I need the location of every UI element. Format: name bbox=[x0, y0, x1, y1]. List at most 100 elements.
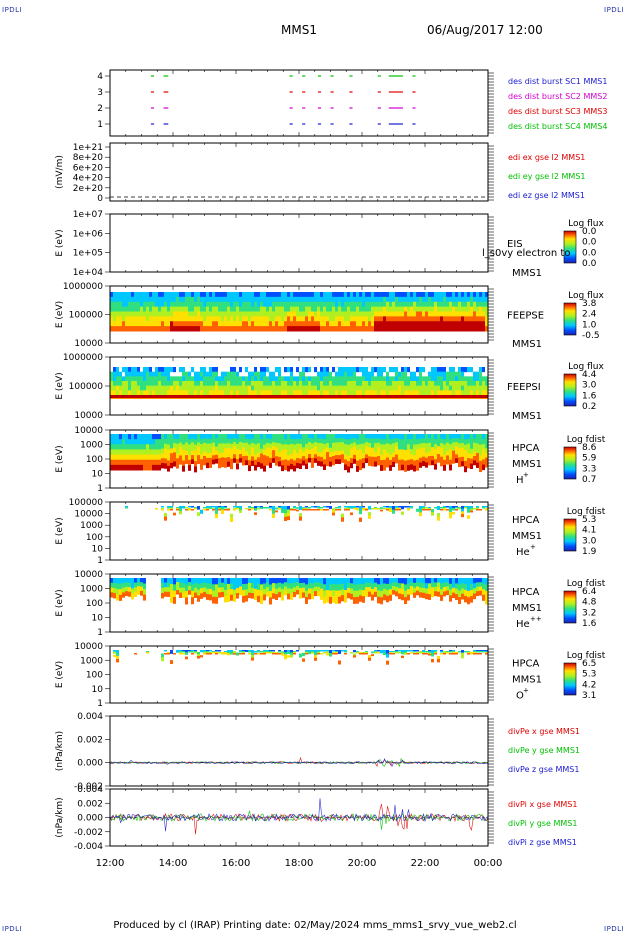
spectrogram-cell bbox=[380, 390, 383, 396]
spectrogram-cell bbox=[410, 506, 413, 508]
spectrogram-cell bbox=[227, 457, 230, 463]
spectrogram-cell bbox=[164, 463, 167, 469]
spectrogram-cell bbox=[128, 371, 131, 377]
legend-entry: des dist burst SC4 MMS4 bbox=[508, 122, 607, 131]
spectrogram-cell bbox=[161, 508, 164, 510]
spectrogram-cell bbox=[191, 584, 194, 592]
spectrogram-cell bbox=[416, 454, 419, 461]
spectrogram-cell bbox=[326, 381, 329, 387]
spectrogram-cell bbox=[437, 450, 440, 455]
spectrogram-cell bbox=[158, 385, 161, 391]
spectrogram-cell bbox=[125, 506, 128, 508]
spectrogram-cell bbox=[335, 455, 338, 460]
spectrogram-cell bbox=[470, 578, 473, 585]
tick-label: 1e+07 bbox=[73, 210, 103, 220]
spectrogram-cell bbox=[344, 651, 347, 653]
spectrogram-cell bbox=[479, 455, 482, 462]
spectrogram-cell bbox=[284, 656, 287, 660]
spectrogram-cell bbox=[194, 381, 197, 387]
spectrogram-cell bbox=[320, 447, 323, 453]
spectrogram-cell bbox=[299, 506, 302, 511]
spectrogram-cell bbox=[374, 438, 377, 444]
spectrogram-cell bbox=[383, 506, 386, 508]
spectrogram-cell bbox=[185, 438, 188, 443]
spectrogram-cell bbox=[137, 367, 140, 373]
spectrogram-cell bbox=[299, 296, 302, 303]
spectrogram-cell bbox=[326, 447, 329, 453]
spectrogram-cell bbox=[236, 385, 239, 391]
spectrogram-cell bbox=[428, 652, 431, 655]
legend-entry: divPe z gse MMS1 bbox=[508, 765, 579, 774]
spectrogram-cell bbox=[254, 321, 257, 327]
spectrogram-cell bbox=[287, 321, 290, 327]
spectrogram-cell bbox=[188, 651, 191, 653]
spectrogram-cell bbox=[476, 326, 479, 332]
spectrogram-cell bbox=[422, 311, 425, 317]
spectrogram-cell bbox=[182, 306, 185, 312]
spectrogram-cell bbox=[233, 508, 236, 510]
spectrogram-cell bbox=[113, 434, 116, 440]
colorbar-tick-label: 0.0 bbox=[582, 238, 597, 248]
spectrogram-cell bbox=[230, 292, 233, 298]
spectrogram-cell bbox=[128, 464, 131, 471]
spectrogram-cell bbox=[197, 316, 200, 322]
spectrogram-cell bbox=[404, 381, 407, 387]
spectrogram-cell bbox=[473, 588, 476, 595]
spectrogram-cell bbox=[449, 367, 452, 373]
spectrogram-cell bbox=[455, 442, 458, 447]
spectrogram-cell bbox=[338, 367, 341, 373]
spectrogram-cell bbox=[419, 390, 422, 396]
spectrogram-cell bbox=[365, 316, 368, 322]
spectrogram-cell bbox=[470, 321, 473, 327]
spectrogram-cell bbox=[473, 326, 476, 332]
spectrogram-cell bbox=[344, 381, 347, 387]
spectrogram-cell bbox=[356, 506, 359, 508]
axis-label: E (eV) bbox=[55, 229, 65, 256]
spectrogram-cell bbox=[311, 506, 314, 508]
spectrogram-cell bbox=[308, 446, 311, 451]
spectrogram-cell bbox=[461, 452, 464, 458]
spectrogram-cell bbox=[458, 367, 461, 373]
tick-label: -0.002 bbox=[74, 782, 103, 792]
spectrogram-cell bbox=[485, 448, 488, 454]
spectrogram-cell bbox=[458, 292, 461, 298]
charge-label: + bbox=[530, 543, 536, 551]
spectrogram-cell bbox=[131, 583, 134, 589]
spectrogram-cell bbox=[377, 367, 380, 373]
spectrogram-cell bbox=[290, 326, 293, 332]
spectrogram-cell bbox=[197, 583, 200, 591]
spectrogram-cell bbox=[404, 650, 407, 652]
spectrogram-cell bbox=[302, 508, 305, 510]
spectrogram-cell bbox=[383, 594, 386, 601]
spectrogram-cell bbox=[401, 296, 404, 303]
spectrogram-cell bbox=[239, 292, 242, 298]
spectrogram-cell bbox=[128, 376, 131, 382]
spectrogram-cell bbox=[341, 385, 344, 391]
spectrogram-cell bbox=[173, 385, 176, 391]
spectrogram-cell bbox=[254, 381, 257, 387]
spectrogram-cell bbox=[326, 590, 329, 597]
spectrogram-cell bbox=[365, 434, 368, 439]
spectrogram-cell bbox=[308, 454, 311, 459]
spectrogram-cell bbox=[128, 459, 131, 466]
spectrogram-cell bbox=[428, 434, 431, 439]
spectrogram-cell bbox=[173, 584, 176, 592]
spectrogram-cell bbox=[440, 583, 443, 590]
spectrogram-cell bbox=[227, 301, 230, 308]
spectrogram-cell bbox=[410, 326, 413, 332]
spectrogram-cell bbox=[185, 301, 188, 308]
spectrogram-cell bbox=[200, 306, 203, 312]
spectrogram-cell bbox=[257, 506, 260, 508]
spectrogram-cell bbox=[197, 595, 200, 602]
spectrogram-cell bbox=[401, 444, 404, 450]
spectrogram-cell bbox=[254, 578, 257, 584]
spectrogram-cell bbox=[287, 326, 290, 332]
spectrogram-cell bbox=[185, 434, 188, 439]
spectrogram-cell bbox=[347, 296, 350, 303]
spectrogram-cell bbox=[326, 452, 329, 458]
spectrogram-cell bbox=[482, 321, 485, 327]
spectrogram-cell bbox=[461, 578, 464, 584]
spectrogram-cell bbox=[191, 653, 194, 655]
spectrogram-cell bbox=[215, 596, 218, 604]
spectrogram-cell bbox=[425, 376, 428, 382]
